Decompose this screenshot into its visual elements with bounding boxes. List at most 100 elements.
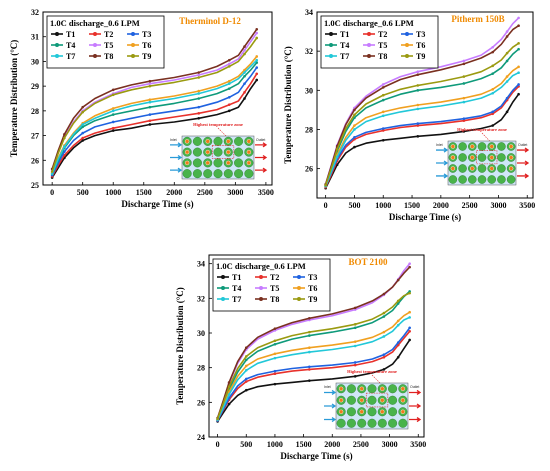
data-point [491, 110, 494, 114]
legend-label-t9: T9 [416, 52, 425, 61]
x-tick-label: 3000 [227, 188, 243, 197]
outlet-arrow [255, 142, 268, 148]
data-point [408, 316, 411, 319]
battery-cell [234, 147, 244, 157]
data-point [491, 91, 494, 95]
outlet-arrow [517, 160, 530, 166]
data-point [243, 91, 246, 94]
battery-cell [223, 169, 233, 179]
x-tick-label: 500 [348, 201, 360, 210]
data-point [353, 344, 357, 348]
data-point [491, 112, 494, 116]
inlet-arrow [436, 173, 449, 179]
data-point [244, 346, 248, 350]
thermocouple-marker [246, 160, 252, 166]
outlet-arrow [255, 167, 268, 173]
data-point [517, 71, 520, 74]
battery-cell [367, 395, 377, 405]
data-point [81, 110, 84, 114]
thermocouple-marker [470, 155, 475, 160]
data-point [491, 124, 494, 127]
data-point [396, 323, 400, 327]
data-point [505, 96, 509, 100]
plot-frame [208, 254, 425, 438]
thermocouple-marker [184, 160, 190, 166]
data-point [244, 380, 248, 383]
battery-cell [213, 158, 223, 168]
data-point [244, 388, 248, 392]
inlet-arrow [324, 416, 337, 423]
thermocouple-marker [450, 166, 456, 171]
data-point [491, 88, 494, 91]
data-point [353, 323, 357, 326]
data-point [462, 96, 466, 100]
data-point [197, 116, 201, 120]
legend-label-t7: T7 [66, 52, 75, 61]
data-point [396, 319, 400, 323]
legend-label-t7: T7 [232, 295, 241, 304]
inlet-arrow [170, 154, 183, 161]
thermocouple-marker [226, 160, 231, 166]
data-point [353, 113, 356, 117]
data-point [148, 98, 152, 102]
data-point [111, 93, 115, 97]
data-point [50, 172, 54, 176]
thermocouple-marker [359, 409, 364, 414]
legend-label-t8: T8 [270, 295, 279, 304]
data-point [111, 109, 115, 113]
data-point [63, 154, 66, 157]
y-tick-label: 24 [197, 433, 205, 442]
battery-cell [487, 175, 496, 184]
data-point [255, 36, 259, 40]
y-tick-label: 26 [305, 165, 313, 174]
data-point [255, 31, 259, 35]
battery-cell [367, 384, 377, 394]
outlet-arrow [409, 389, 422, 396]
data-point [273, 342, 277, 346]
battery-cell [497, 164, 506, 173]
data-point [353, 361, 357, 364]
inlet-arrow [436, 147, 449, 153]
data-point [416, 124, 420, 127]
thermocouple-marker [380, 409, 385, 414]
battery-cell [234, 158, 244, 168]
x-tick-label: 0 [324, 201, 328, 210]
thermocouple-marker [359, 386, 364, 391]
thermocouple-marker [359, 398, 364, 403]
data-point [227, 82, 231, 85]
data-point [197, 92, 201, 95]
data-point [353, 128, 356, 131]
x-tick-label: 1500 [136, 188, 152, 197]
legend-marker [367, 32, 371, 36]
data-point [416, 122, 420, 125]
module-inset: Highest temperature zone Inlet Outlet [324, 369, 422, 430]
y-tick-label: 26 [197, 398, 205, 407]
legend-label-t5: T5 [378, 41, 387, 50]
legend-box [212, 258, 331, 312]
x-tick-label: 2000 [433, 201, 449, 210]
y-tick-label: 26 [31, 156, 39, 165]
data-point [381, 93, 385, 97]
data-point [416, 73, 420, 76]
legend-marker [297, 275, 301, 279]
data-point [462, 119, 466, 122]
data-point [308, 316, 311, 320]
data-point [382, 368, 386, 371]
data-point [273, 356, 277, 360]
legend-marker [131, 43, 135, 47]
data-point [148, 84, 152, 88]
data-point [381, 114, 385, 118]
battery-cell [182, 169, 192, 179]
legend-marker [131, 32, 135, 36]
data-point [382, 292, 386, 296]
legend-box [320, 15, 439, 69]
legend-label-t9: T9 [308, 295, 317, 304]
y-tick-label: 29 [31, 82, 39, 91]
data-point [382, 311, 386, 315]
x-tick-label: 500 [240, 440, 252, 449]
thermocouple-marker [184, 139, 190, 144]
data-point [308, 368, 311, 371]
data-point [505, 35, 509, 38]
data-point [148, 113, 152, 116]
battery-cell [346, 407, 356, 417]
